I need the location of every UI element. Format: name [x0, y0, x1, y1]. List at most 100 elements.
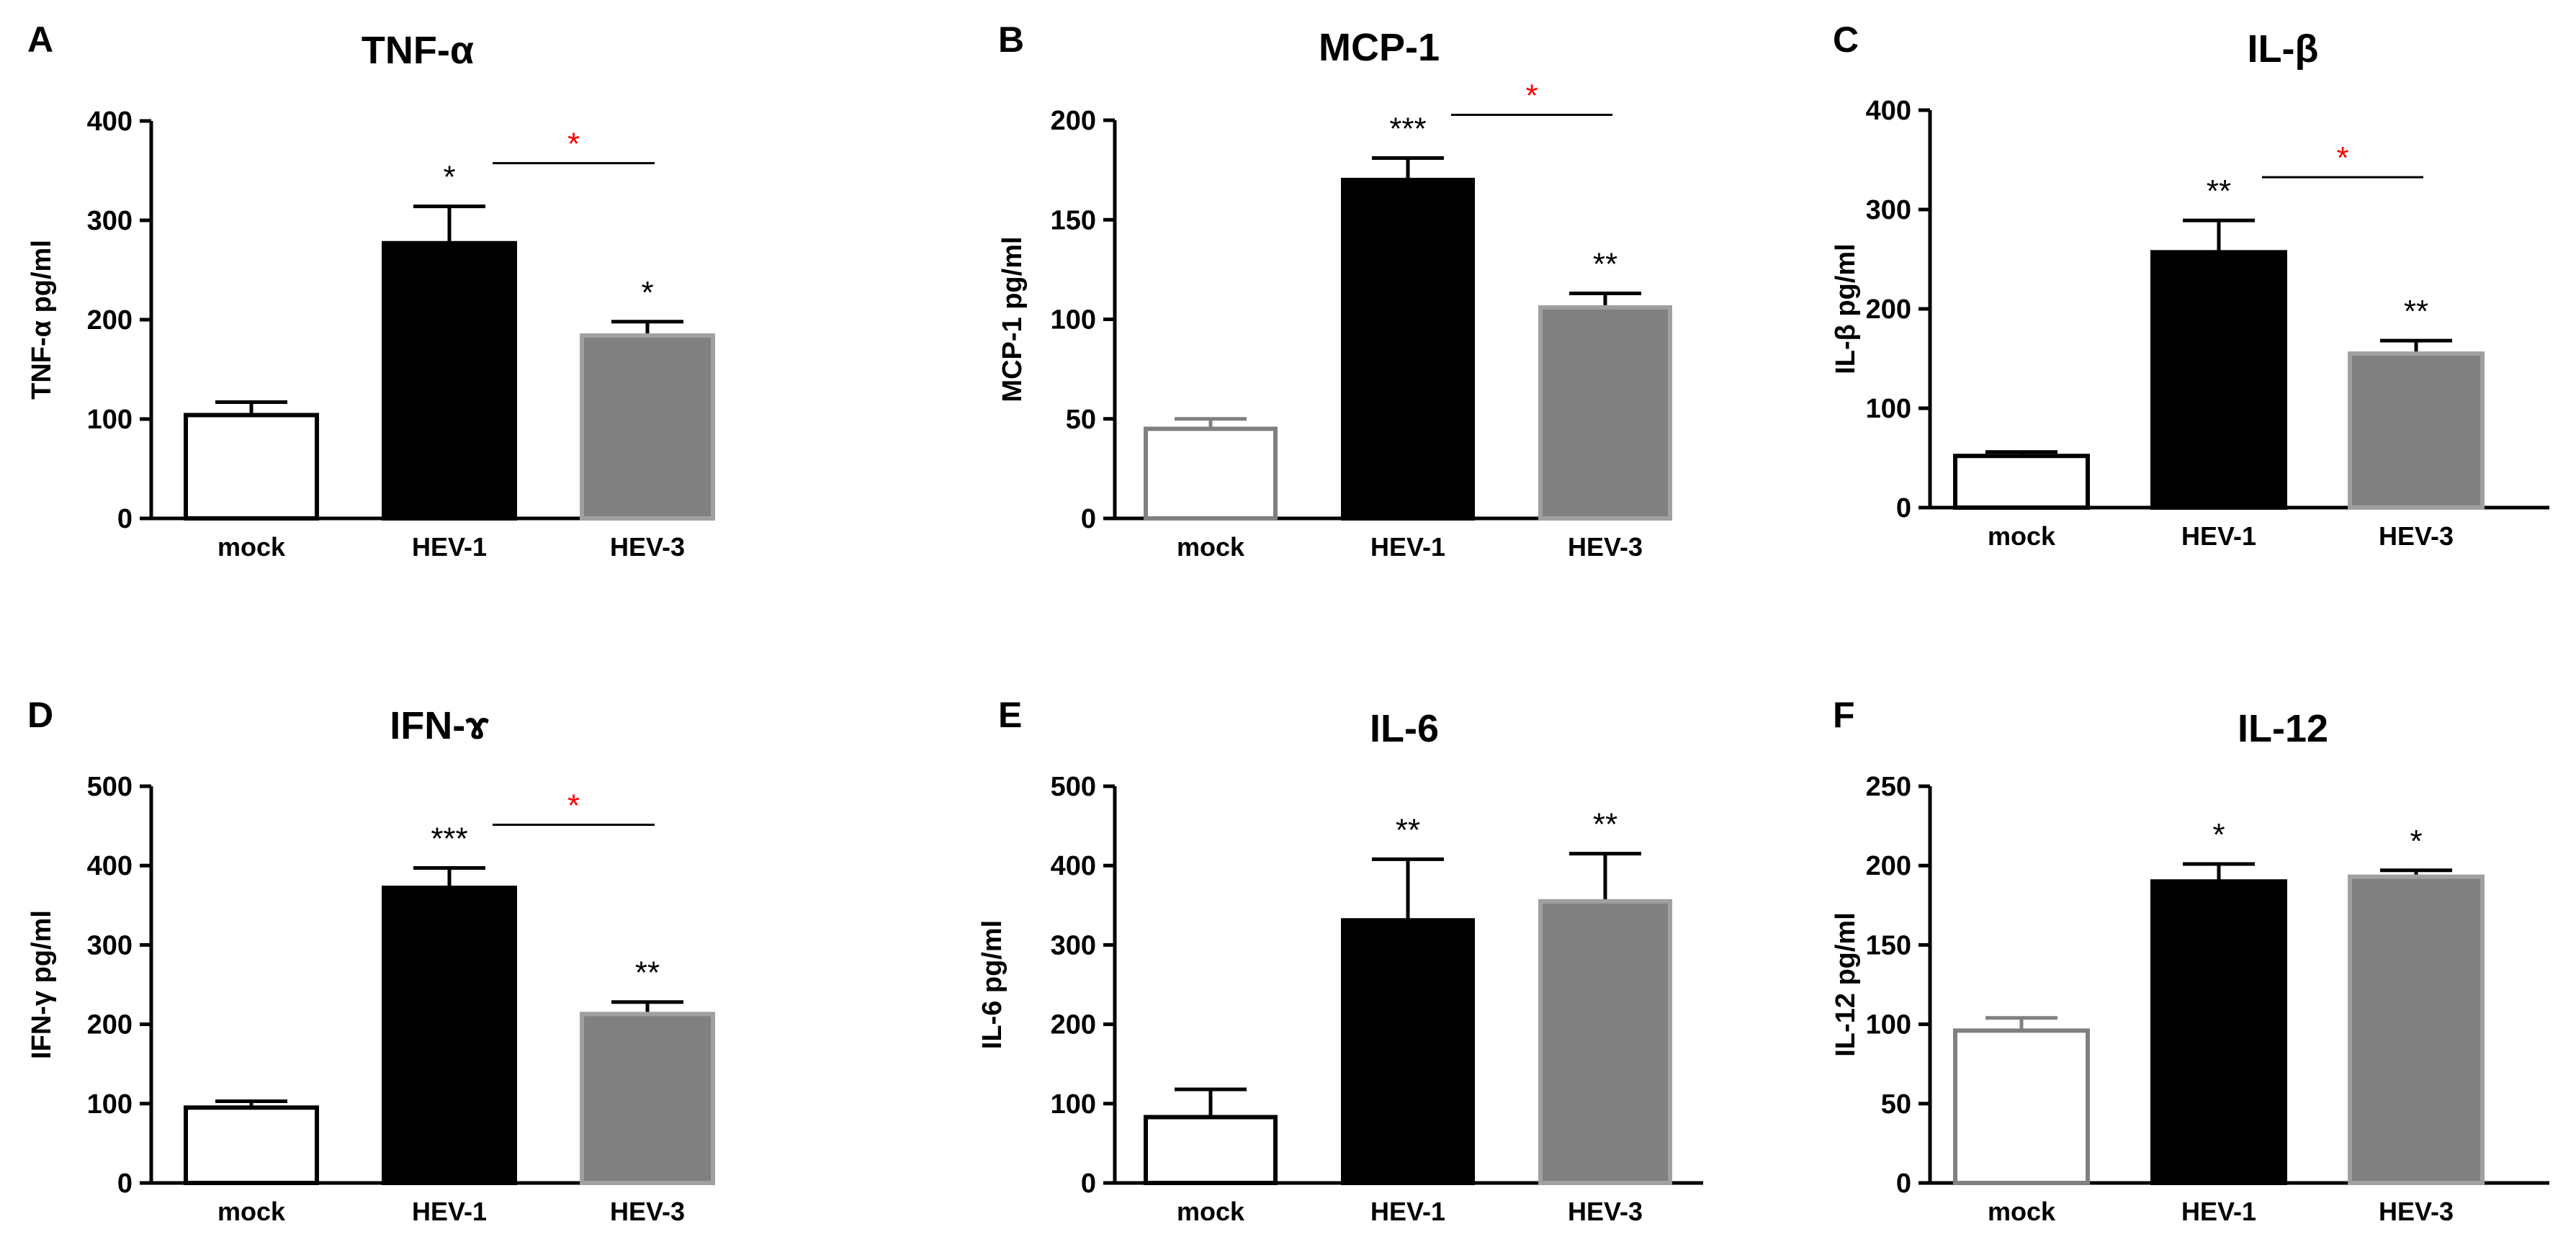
y-tick-label: 0 — [1896, 1169, 1911, 1199]
bar-mock — [1953, 1028, 2090, 1186]
panel-letter: A — [27, 19, 53, 60]
bar-hev-1 — [1341, 177, 1475, 521]
significance-stars: ** — [2404, 294, 2428, 329]
x-tick-label: HEV-1 — [2181, 1197, 2256, 1226]
y-axis-label: IFN-γ pg/ml — [27, 910, 57, 1059]
y-tick-label: 100 — [1051, 1089, 1096, 1120]
x-tick-label: HEV-1 — [2181, 521, 2256, 551]
significance-stars: ** — [1396, 812, 1420, 847]
bar-mock — [184, 413, 319, 521]
x-tick-label: HEV-1 — [1370, 1197, 1445, 1226]
significance-stars: ** — [635, 955, 660, 991]
bar-mock — [184, 1105, 319, 1186]
x-tick-label: HEV-3 — [610, 532, 685, 562]
y-tick-label: 0 — [117, 1169, 133, 1199]
y-tick-label: 400 — [1051, 851, 1096, 881]
panel-letter: B — [998, 19, 1024, 60]
x-tick-label: mock — [1988, 1197, 2056, 1226]
chart-title: IFN-ɤ — [390, 704, 489, 747]
y-tick-label: 0 — [1081, 504, 1096, 534]
x-tick-label: mock — [217, 532, 286, 562]
y-tick-label: 50 — [1066, 405, 1096, 435]
significance-stars: * — [2212, 817, 2225, 852]
panel-e: E IL-6 IL-6 pg/ml 0 100 200 300 400 500 mock HEV-1… — [977, 695, 1703, 1226]
y-tick-label: 300 — [87, 206, 133, 236]
x-tick-label: HEV-1 — [412, 532, 487, 562]
bar-mock — [1144, 426, 1278, 521]
x-tick-label: mock — [217, 1197, 286, 1226]
chart-title: IL-12 — [2238, 707, 2328, 750]
bar-mock — [1144, 1115, 1278, 1186]
chart-title: IL-β — [2248, 27, 2319, 71]
bar-hev-1 — [382, 886, 517, 1186]
comparison-star: * — [1525, 78, 1538, 114]
panel-letter: C — [1833, 19, 1859, 60]
comparison-star: * — [2336, 140, 2348, 176]
significance-stars: ** — [2207, 174, 2231, 209]
y-tick-label: 500 — [1051, 772, 1096, 802]
x-tick-label: mock — [1177, 532, 1245, 562]
panel-letter: F — [1833, 695, 1855, 735]
y-axis-label: IL-12 pg/ml — [1831, 912, 1861, 1057]
x-tick-label: mock — [1177, 1197, 1245, 1226]
y-tick-label: 0 — [117, 504, 133, 534]
x-tick-label: HEV-1 — [1370, 532, 1445, 562]
x-tick-label: HEV-3 — [1568, 1197, 1643, 1226]
x-tick-label: HEV-3 — [1568, 532, 1643, 562]
bar-hev-3 — [2348, 351, 2485, 510]
y-tick-label: 300 — [87, 930, 133, 960]
y-tick-label: 250 — [1866, 772, 1911, 802]
y-tick-label: 200 — [87, 1010, 133, 1040]
y-tick-label: 200 — [1051, 1010, 1096, 1040]
chart-title: TNF-α — [362, 29, 474, 72]
comparison-star: * — [567, 788, 580, 824]
bar-hev-3 — [2348, 874, 2485, 1186]
x-tick-label: HEV-3 — [610, 1197, 685, 1226]
y-tick-label: 200 — [87, 305, 133, 336]
significance-stars: * — [641, 275, 653, 310]
panel-letter: E — [998, 695, 1022, 735]
y-tick-label: 500 — [87, 772, 133, 802]
panel-letter: D — [27, 695, 53, 735]
significance-stars: *** — [1389, 112, 1426, 147]
bar-hev-1 — [1341, 918, 1475, 1186]
y-tick-label: 100 — [1866, 1010, 1911, 1040]
x-tick-label: HEV-3 — [2379, 1197, 2454, 1226]
y-tick-label: 100 — [1866, 394, 1911, 424]
significance-stars: ** — [1593, 807, 1617, 842]
bar-hev-1 — [382, 240, 517, 521]
y-tick-label: 400 — [87, 107, 133, 137]
y-tick-label: 200 — [1051, 106, 1096, 136]
panel-f: F IL-12 IL-12 pg/ml 0 50 100 150 200 250 mock HEV-… — [1831, 695, 2549, 1226]
bar-hev-3 — [1538, 899, 1672, 1186]
bar-mock — [1953, 454, 2090, 510]
significance-stars: *** — [431, 822, 467, 857]
bar-hev-3 — [580, 333, 715, 521]
y-axis-label: IL-β pg/ml — [1831, 243, 1861, 374]
chart-title: MCP-1 — [1319, 26, 1440, 69]
y-tick-label: 200 — [1866, 294, 1911, 325]
y-axis-label: MCP-1 pg/ml — [997, 236, 1028, 402]
bar-hev-1 — [2150, 250, 2287, 510]
y-axis-label: TNF-α pg/ml — [27, 240, 57, 400]
y-tick-label: 300 — [1866, 195, 1911, 225]
y-tick-label: 400 — [87, 851, 133, 881]
significance-stars: * — [2410, 824, 2422, 859]
x-tick-label: HEV-3 — [2379, 521, 2454, 551]
y-tick-label: 50 — [1881, 1089, 1911, 1120]
y-tick-label: 100 — [87, 1089, 133, 1120]
y-tick-label: 150 — [1051, 205, 1096, 235]
x-tick-label: mock — [1988, 521, 2056, 551]
comparison-star: * — [567, 127, 580, 162]
y-tick-label: 300 — [1051, 930, 1096, 960]
y-axis-label: IL-6 pg/ml — [977, 920, 1007, 1049]
x-tick-label: HEV-1 — [412, 1197, 487, 1226]
bar-hev-1 — [2150, 879, 2287, 1185]
y-tick-label: 0 — [1896, 493, 1911, 523]
y-tick-label: 100 — [1051, 305, 1096, 336]
y-tick-label: 400 — [1866, 96, 1911, 126]
bar-hev-3 — [1538, 305, 1672, 521]
bar-hev-3 — [580, 1012, 715, 1186]
